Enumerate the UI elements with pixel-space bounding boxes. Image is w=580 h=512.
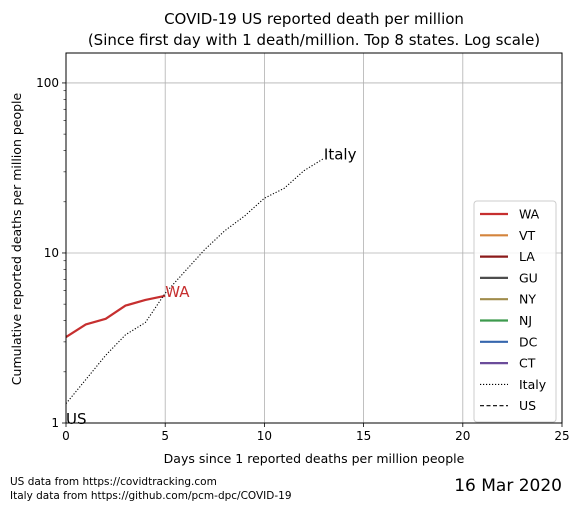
legend-label-us: US: [519, 398, 536, 413]
legend-label-nj: NJ: [519, 313, 532, 328]
x-tick-label: 10: [257, 429, 272, 443]
y-tick-label: 1: [51, 416, 59, 430]
x-tick-label: 5: [161, 429, 169, 443]
annotation-us: US: [66, 410, 87, 428]
legend-label-gu: GU: [519, 270, 538, 285]
source-italy: Italy data from https://github.com/pcm-d…: [10, 490, 292, 502]
annotation-italy: Italy: [324, 145, 357, 163]
chart-title: COVID-19 US reported death per million: [164, 10, 464, 28]
legend-label-ny: NY: [519, 292, 536, 307]
x-axis-label: Days since 1 reported deaths per million…: [164, 451, 465, 466]
series-line-wa: [65, 294, 166, 339]
series-line-italy: [65, 157, 325, 404]
date-stamp: 16 Mar 2020: [454, 476, 562, 496]
source-us: US data from https://covidtracking.com: [10, 476, 217, 488]
legend-label-la: LA: [519, 249, 535, 264]
chart-subtitle: (Since first day with 1 death/million. T…: [88, 31, 540, 49]
x-tick-label: 25: [554, 429, 569, 443]
plot-frame: [65, 52, 563, 424]
y-axis-label: Cumulative reported deaths per million p…: [9, 92, 24, 385]
legend-label-ct: CT: [519, 356, 536, 371]
legend: WA VT LA GU NY NJ DC CT Italy US: [473, 200, 557, 423]
legend-label-vt: VT: [519, 228, 536, 243]
chart: 0 5 10 15 20 25 1 10 100 Italy WA US COVID-19 US r…: [9, 10, 570, 466]
x-tick-label: 15: [356, 429, 371, 443]
y-tick-label: 10: [44, 246, 59, 260]
annotation-wa: WA: [165, 283, 190, 301]
y-tick-label: 100: [36, 76, 59, 90]
x-tick-label: 20: [455, 429, 470, 443]
legend-label-dc: DC: [519, 334, 538, 349]
x-tick-label: 0: [62, 429, 70, 443]
legend-label-wa: WA: [519, 207, 540, 222]
legend-label-italy: Italy: [519, 377, 547, 392]
